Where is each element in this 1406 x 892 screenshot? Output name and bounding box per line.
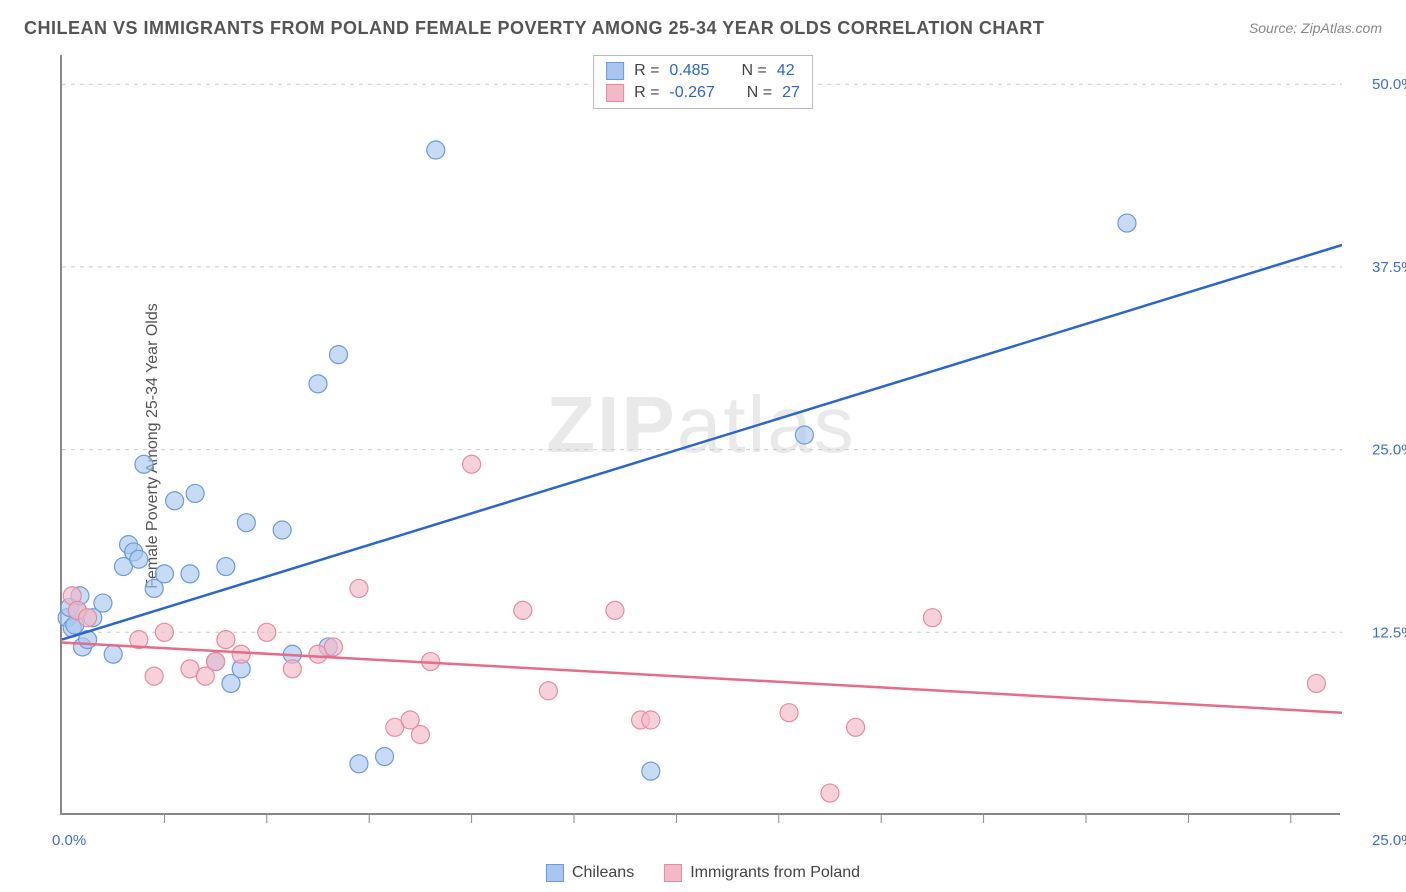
n-value: 27 [782,84,800,102]
n-value: 42 [777,62,795,80]
svg-text:50.0%: 50.0% [1372,76,1406,93]
chart-container: CHILEAN VS IMMIGRANTS FROM POLAND FEMALE… [0,0,1406,892]
plot-area: ZIPatlas 12.5%25.0%37.5%50.0%0.0%25.0% [60,55,1340,815]
stat-label: R = [634,84,659,102]
stat-label: N = [741,62,766,80]
correlation-legend-box: R = 0.485 N = 42 R = -0.267 N = 27 [593,55,813,109]
r-value: 0.485 [669,62,709,80]
svg-text:25.0%: 25.0% [1372,442,1406,459]
legend-label: Chileans [572,864,634,882]
legend-item-poland: Immigrants from Poland [664,864,860,882]
stat-label: R = [634,62,659,80]
swatch-icon [606,62,624,80]
swatch-icon [606,84,624,102]
legend-item-chileans: Chileans [546,864,634,882]
stats-row-chileans: R = 0.485 N = 42 [606,60,800,82]
swatch-icon [546,864,564,882]
svg-text:37.5%: 37.5% [1372,259,1406,276]
stat-label: N = [747,84,772,102]
source-attribution: Source: ZipAtlas.com [1249,20,1382,36]
chart-title: CHILEAN VS IMMIGRANTS FROM POLAND FEMALE… [24,18,1044,39]
plot-svg: 12.5%25.0%37.5%50.0%0.0%25.0% [62,55,1340,813]
series-legend: Chileans Immigrants from Poland [546,864,860,882]
legend-label: Immigrants from Poland [690,864,860,882]
r-value: -0.267 [669,84,714,102]
svg-text:0.0%: 0.0% [52,832,86,849]
stats-row-poland: R = -0.267 N = 27 [606,82,800,104]
swatch-icon [664,864,682,882]
svg-text:25.0%: 25.0% [1372,832,1406,849]
svg-text:12.5%: 12.5% [1372,624,1406,641]
